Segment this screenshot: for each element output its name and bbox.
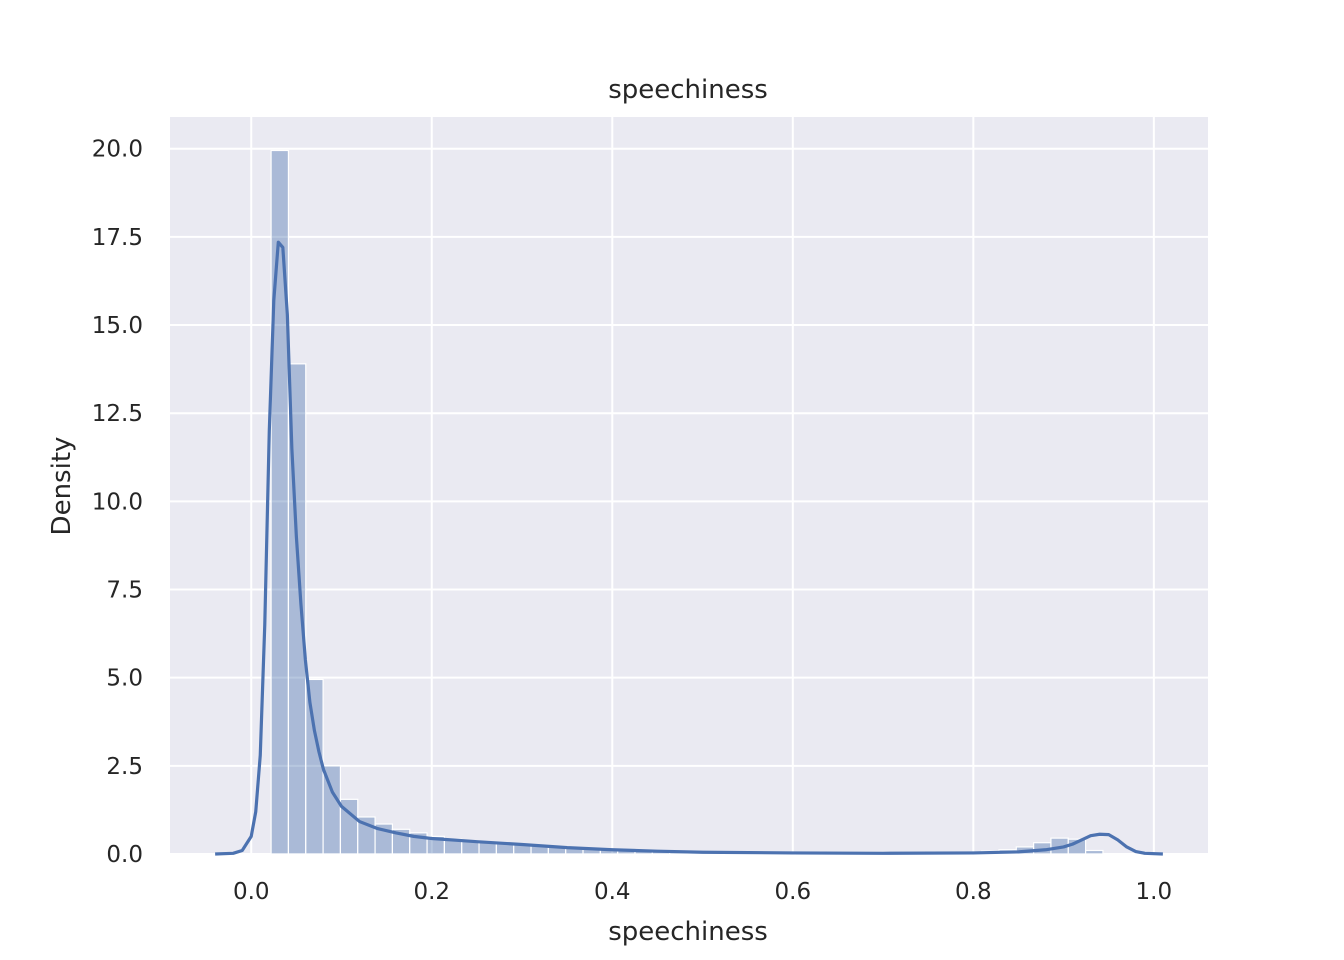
x-tick-label-1: 0.2 bbox=[413, 879, 450, 905]
y-tick-label-4: 10.0 bbox=[92, 489, 143, 515]
y-tick-labels: 0.0 2.5 5.0 7.5 10.0 12.5 15.0 17.5 20.0 bbox=[92, 137, 143, 868]
y-tick-label-5: 12.5 bbox=[92, 401, 143, 427]
x-tick-label-3: 0.6 bbox=[775, 879, 812, 905]
x-tick-label-0: 0.0 bbox=[233, 879, 270, 905]
histogram-bar-47 bbox=[1085, 849, 1104, 855]
y-tick-label-3: 7.5 bbox=[106, 578, 143, 604]
histogram-bar-2 bbox=[305, 678, 324, 855]
histogram-bar-0 bbox=[270, 149, 290, 855]
chart-title: speechiness bbox=[608, 75, 768, 105]
x-tick-label-4: 0.8 bbox=[955, 879, 992, 905]
grid-layer bbox=[170, 117, 1208, 855]
x-axis-title: speechiness bbox=[608, 917, 768, 947]
plot-background bbox=[170, 117, 1208, 854]
y-tick-label-7: 17.5 bbox=[92, 225, 143, 251]
x-tick-labels: 0.0 0.2 0.4 0.6 0.8 1.0 bbox=[233, 879, 1172, 905]
kde-curve bbox=[215, 240, 1163, 856]
y-tick-label-0: 0.0 bbox=[106, 842, 143, 868]
y-axis-title: Density bbox=[47, 437, 77, 536]
y-tick-label-8: 20.0 bbox=[92, 137, 143, 163]
y-tick-label-1: 2.5 bbox=[106, 754, 143, 780]
y-tick-label-6: 15.0 bbox=[92, 313, 143, 339]
y-tick-label-2: 5.0 bbox=[106, 666, 143, 692]
x-tick-label-5: 1.0 bbox=[1136, 879, 1173, 905]
x-tick-label-2: 0.4 bbox=[594, 879, 631, 905]
